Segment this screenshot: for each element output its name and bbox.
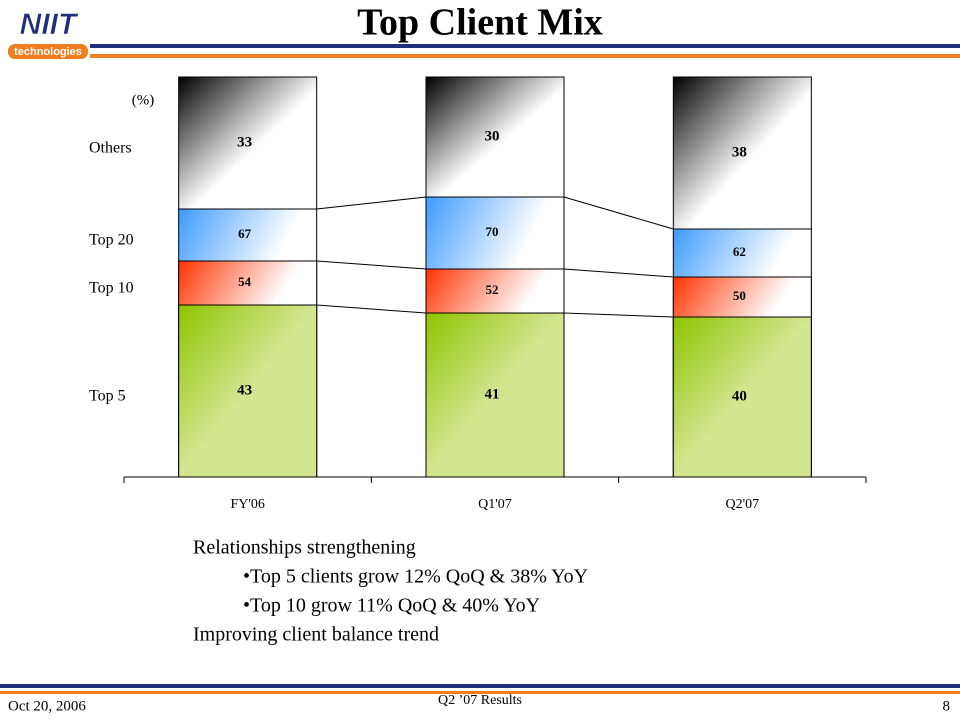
connector-line bbox=[563, 268, 674, 278]
connector-line bbox=[316, 196, 427, 210]
data-label: 43 bbox=[237, 382, 252, 398]
series-label: Top 5 bbox=[89, 388, 126, 405]
data-label: 33 bbox=[237, 134, 252, 150]
bullet-item: •Top 10 grow 11% QoQ & 40% YoY bbox=[243, 595, 540, 617]
footer-page: 8 bbox=[943, 698, 951, 714]
connector-line bbox=[316, 304, 427, 314]
bar bbox=[178, 76, 318, 210]
data-label: 41 bbox=[485, 386, 500, 402]
x-tick-label: FY'06 bbox=[230, 497, 264, 512]
footer-center: Q2 ’07 Results bbox=[438, 693, 522, 708]
data-label: 67 bbox=[238, 226, 252, 241]
footer-rule-accent bbox=[0, 691, 960, 694]
logo: NIIT bbox=[20, 8, 79, 41]
x-tick-label: Q1'07 bbox=[478, 497, 512, 512]
logo-pill bbox=[8, 44, 88, 59]
header-rule-accent bbox=[90, 54, 960, 58]
bullet-closing: Improving client balance trend bbox=[193, 624, 439, 646]
footer-rule bbox=[0, 684, 960, 688]
connector-line bbox=[563, 196, 674, 230]
bar bbox=[672, 316, 812, 478]
bar bbox=[425, 76, 565, 198]
footer-date: Oct 20, 2006 bbox=[8, 698, 86, 714]
bar bbox=[425, 312, 565, 478]
slide-title: Top Client Mix bbox=[357, 2, 603, 44]
data-label: 70 bbox=[486, 224, 499, 239]
series-label: Top 20 bbox=[89, 232, 134, 249]
data-label: 54 bbox=[238, 274, 252, 289]
header-rule bbox=[90, 44, 960, 48]
data-label: 62 bbox=[733, 244, 746, 259]
data-label: 38 bbox=[732, 144, 747, 160]
data-label: 40 bbox=[732, 388, 747, 404]
data-label: 30 bbox=[485, 128, 500, 144]
connector-line bbox=[563, 312, 674, 318]
bar bbox=[178, 304, 318, 478]
x-tick-label: Q2'07 bbox=[726, 497, 760, 512]
bullet-heading: Relationships strengthening bbox=[193, 537, 416, 559]
data-label: 52 bbox=[486, 282, 499, 297]
bullet-item: •Top 5 clients grow 12% QoQ & 38% YoY bbox=[243, 566, 588, 588]
series-label: Top 10 bbox=[89, 280, 134, 297]
logo-sub: technologies bbox=[14, 46, 82, 58]
data-label: 50 bbox=[733, 288, 746, 303]
series-label: Others bbox=[89, 140, 132, 157]
chart: 43 41 40 Top 5 54 52 50 Top 10 67 70 62 Top 20 33 30 3… bbox=[89, 76, 867, 512]
connector-line bbox=[316, 260, 427, 270]
unit-label: (%) bbox=[132, 92, 155, 108]
